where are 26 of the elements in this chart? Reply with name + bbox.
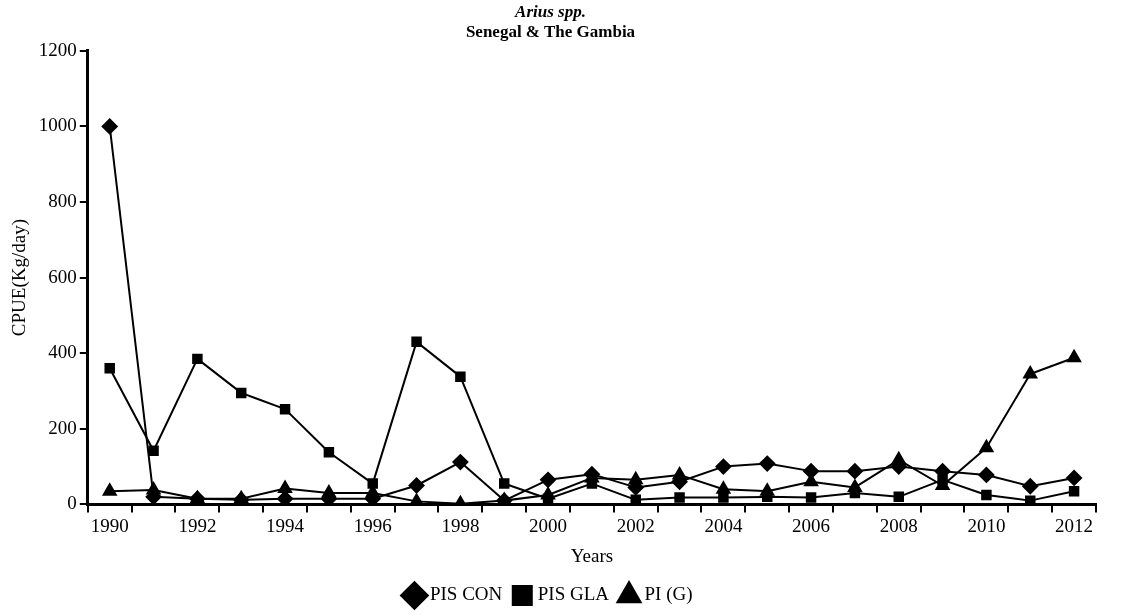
y-tick-label: 600 — [48, 265, 77, 287]
y-tick-label: 1000 — [38, 114, 77, 136]
chart-title: Arius spp. — [514, 1, 586, 21]
legend-label: PIS GLA — [537, 583, 610, 605]
x-tick-label: 1998 — [441, 514, 480, 536]
x-tick-label: 2010 — [967, 514, 1006, 536]
x-axis-title: Years — [570, 544, 614, 566]
x-tick-label: 1990 — [90, 514, 129, 536]
x-tick-label: 2006 — [792, 514, 831, 536]
x-tick-label: 1992 — [178, 514, 217, 536]
x-tick-label: 2004 — [704, 514, 743, 536]
y-tick-label: 400 — [48, 341, 77, 363]
y-tick-label: 800 — [48, 189, 77, 211]
x-tick-label: 2012 — [1055, 514, 1094, 536]
y-tick-label: 0 — [67, 492, 77, 514]
x-tick-label: 1994 — [266, 514, 305, 536]
x-tick-label: 1996 — [353, 514, 392, 536]
legend-label: PI (G) — [644, 583, 693, 606]
x-tick-label: 2008 — [879, 514, 918, 536]
y-tick-label: 1200 — [38, 38, 77, 60]
y-tick-label: 200 — [48, 416, 77, 438]
x-tick-label: 2000 — [529, 514, 568, 536]
chart-subtitle: Senegal & The Gambia — [465, 21, 636, 41]
x-tick-label: 2002 — [616, 514, 655, 536]
legend-label: PIS CON — [429, 583, 503, 605]
y-axis-title: CPUE(Kg/day) — [8, 219, 31, 337]
